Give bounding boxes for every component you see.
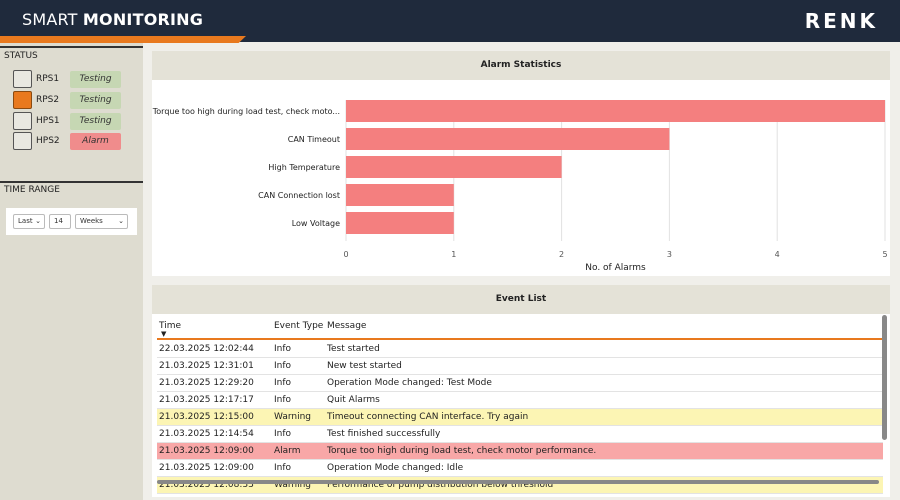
- alarm-statistics-card: Alarm Statistics 0 1 2 3 4 5 Torque too high d…: [152, 51, 890, 276]
- time-mode-value: Last: [18, 217, 33, 225]
- header-accent-stripe: [0, 36, 246, 43]
- time-unit-select[interactable]: Weeks ⌄: [75, 214, 128, 229]
- table-row[interactable]: 21.03.2025 12:09:00 Info Operation Mode ch…: [157, 460, 883, 477]
- x-axis-title: No. of Alarms: [585, 263, 646, 273]
- alarm-chart: 0 1 2 3 4 5 Torque too high during load test, …: [152, 100, 888, 273]
- time-range-title: TIME RANGE: [4, 185, 60, 195]
- cell-time: 21.03.2025 12:29:20: [159, 378, 254, 388]
- cell-time: 22.03.2025 12:02:44: [159, 344, 254, 354]
- cell-message: Timeout connecting CAN interface. Try ag…: [327, 412, 529, 422]
- status-badge: Alarm: [70, 133, 121, 150]
- cell-event-type: Info: [274, 429, 292, 439]
- table-row[interactable]: 21.03.2025 12:15:00 Warning Timeout connec…: [157, 409, 883, 426]
- x-tick-label: 0: [343, 250, 348, 259]
- chart-bar[interactable]: [346, 156, 562, 178]
- chevron-down-icon: ⌄: [118, 217, 124, 225]
- cell-event-type: Info: [274, 378, 292, 388]
- event-list-card: Event List Time ▼ Event Type Message 22.…: [152, 285, 890, 497]
- cell-event-type: Warning: [274, 412, 312, 422]
- chart-bar[interactable]: [346, 212, 454, 234]
- cell-event-type: Warning: [274, 480, 312, 490]
- column-message[interactable]: Message: [327, 321, 367, 331]
- status-badge: Testing: [70, 92, 121, 109]
- cell-message: Torque too high during load test, check …: [327, 446, 597, 456]
- status-indicator[interactable]: [13, 112, 32, 130]
- x-tick-label: 5: [882, 250, 887, 259]
- y-category-label: CAN Timeout: [288, 135, 340, 144]
- chart-bar[interactable]: [346, 100, 885, 122]
- vertical-scrollbar[interactable]: [882, 315, 887, 440]
- sort-down-icon[interactable]: ▼: [161, 330, 167, 338]
- time-range-panel: Last ⌄ 14 Weeks ⌄: [6, 208, 137, 235]
- event-table-header: Time ▼ Event Type Message: [157, 315, 883, 340]
- cell-event-type: Info: [274, 395, 292, 405]
- cell-message: Performance of pump distribution below t…: [327, 480, 554, 490]
- sidebar: STATUS RPS1 Testing RPS2 Testing HPS1 Te…: [0, 43, 143, 500]
- cell-message: New test started: [327, 361, 402, 371]
- status-row-rps1: RPS1 Testing: [13, 70, 128, 89]
- table-row[interactable]: 21.03.2025 12:17:17 Info Quit Alarms: [157, 392, 883, 409]
- cell-time: 21.03.2025 12:09:00: [159, 463, 254, 473]
- app-header: SMART MONITORING RENK: [0, 0, 900, 43]
- table-row[interactable]: 22.03.2025 12:02:44 Info Test started: [157, 341, 883, 358]
- status-indicator[interactable]: [13, 70, 32, 88]
- x-tick-label: 4: [775, 250, 780, 259]
- status-name: RPS2: [36, 95, 60, 105]
- cell-message: Operation Mode changed: Test Mode: [327, 378, 492, 388]
- table-row[interactable]: 21.03.2025 12:09:00 Alarm Torque too high …: [157, 443, 883, 460]
- time-unit-value: Weeks: [80, 217, 103, 225]
- status-badge: Testing: [70, 113, 121, 130]
- event-list-title: Event List: [152, 285, 890, 314]
- chevron-down-icon: ⌄: [35, 217, 41, 225]
- status-indicator[interactable]: [13, 132, 32, 150]
- column-event-type[interactable]: Event Type: [274, 321, 324, 331]
- cell-message: Operation Mode changed: Idle: [327, 463, 464, 473]
- cell-time: 21.03.2025 12:17:17: [159, 395, 254, 405]
- table-row[interactable]: 21.03.2025 12:31:01 Info New test started: [157, 358, 883, 375]
- x-tick-label: 1: [451, 250, 456, 259]
- cell-event-type: Info: [274, 361, 292, 371]
- status-name: RPS1: [36, 74, 60, 84]
- cell-message: Test finished successfully: [327, 429, 441, 439]
- cell-event-type: Info: [274, 463, 292, 473]
- status-badge: Testing: [70, 71, 121, 88]
- cell-time: 21.03.2025 12:15:00: [159, 412, 254, 422]
- chart-bar[interactable]: [346, 184, 454, 206]
- cell-time: 21.03.2025 12:09:00: [159, 446, 254, 456]
- table-row[interactable]: 21.03.2025 12:29:20 Info Operation Mode ch…: [157, 375, 883, 392]
- cell-event-type: Info: [274, 344, 292, 354]
- horizontal-scrollbar[interactable]: [157, 480, 879, 484]
- time-range-divider: [0, 181, 143, 183]
- cell-time: 21.03.2025 12:08:33: [159, 480, 254, 490]
- cell-event-type: Alarm: [274, 446, 301, 456]
- brand-logo: RENK: [804, 9, 878, 33]
- status-name: HPS2: [36, 136, 60, 146]
- status-divider: [0, 46, 143, 48]
- status-name: HPS1: [36, 116, 60, 126]
- y-category-label: Low Voltage: [292, 219, 340, 228]
- column-time[interactable]: Time: [159, 321, 182, 331]
- cell-message: Test started: [327, 344, 380, 354]
- status-row-hps1: HPS1 Testing: [13, 112, 128, 131]
- cell-message: Quit Alarms: [327, 395, 380, 405]
- status-title: STATUS: [4, 51, 38, 61]
- status-row-hps2: HPS2 Alarm: [13, 132, 128, 151]
- status-indicator[interactable]: [13, 91, 32, 109]
- cell-time: 21.03.2025 12:14:54: [159, 429, 254, 439]
- status-row-rps2: RPS2 Testing: [13, 91, 128, 110]
- time-count-input[interactable]: 14: [49, 214, 71, 229]
- y-category-label: CAN Connection lost: [258, 191, 340, 200]
- cell-time: 21.03.2025 12:31:01: [159, 361, 254, 371]
- chart-bar[interactable]: [346, 128, 670, 150]
- table-row[interactable]: 21.03.2025 12:14:54 Info Test finished suc…: [157, 426, 883, 443]
- x-tick-label: 3: [667, 250, 672, 259]
- app-title: SMART MONITORING: [22, 10, 204, 29]
- time-mode-select[interactable]: Last ⌄: [13, 214, 45, 229]
- x-tick-label: 2: [559, 250, 564, 259]
- alarm-statistics-title: Alarm Statistics: [152, 51, 890, 80]
- y-category-label: Torque too high during load test, check …: [152, 107, 340, 116]
- y-category-label: High Temperature: [268, 163, 340, 172]
